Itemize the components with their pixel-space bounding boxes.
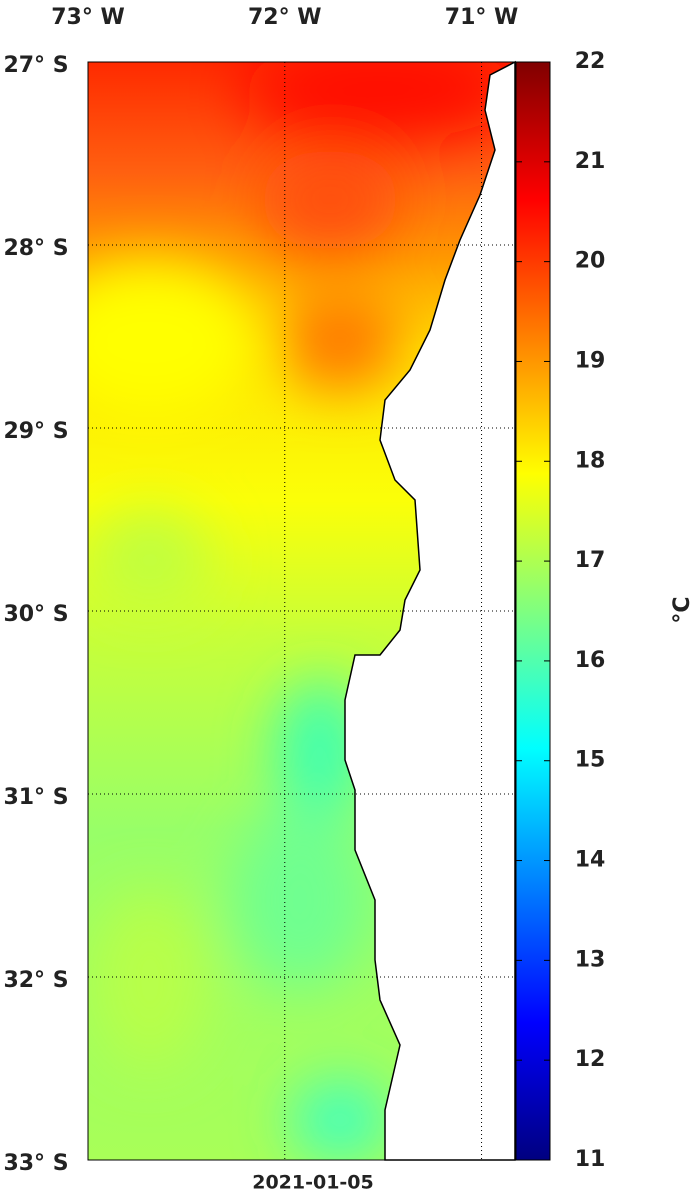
- colorbar-tick-label: 20: [575, 249, 606, 274]
- map-frame: [87, 61, 516, 1161]
- colorbar-tick-label: 17: [575, 548, 606, 573]
- colorbar-tick-label: 13: [575, 947, 606, 972]
- colorbar: [515, 61, 551, 1161]
- colorbar-unit: °C: [670, 596, 695, 623]
- colorbar-tick-label: 12: [575, 1047, 606, 1072]
- colorbar-tick-label: 21: [575, 149, 606, 174]
- colorbar-tick-label: 11: [575, 1147, 606, 1172]
- colorbar-tick-label: 16: [575, 648, 606, 673]
- lat-label: 28° S: [3, 236, 68, 261]
- lat-label: 27° S: [3, 53, 68, 78]
- lon-label: 71° W: [445, 5, 519, 30]
- colorbar-tick-label: 19: [575, 348, 606, 373]
- lon-label: 73° W: [51, 5, 125, 30]
- colorbar-tick-label: 22: [575, 49, 606, 74]
- colorbar-tick-label: 15: [575, 748, 606, 773]
- date-label: 2021-01-05: [252, 1172, 374, 1193]
- colorbar-tick-label: 18: [575, 448, 606, 473]
- land: [344, 60, 516, 1161]
- lat-label: 30° S: [3, 602, 68, 627]
- lat-label: 31° S: [3, 785, 68, 810]
- colorbar-tick-label: 14: [575, 848, 606, 873]
- lat-label: 32° S: [3, 968, 68, 993]
- lon-label: 72° W: [248, 5, 322, 30]
- lat-label: 33° S: [3, 1151, 68, 1176]
- lat-label: 29° S: [3, 419, 68, 444]
